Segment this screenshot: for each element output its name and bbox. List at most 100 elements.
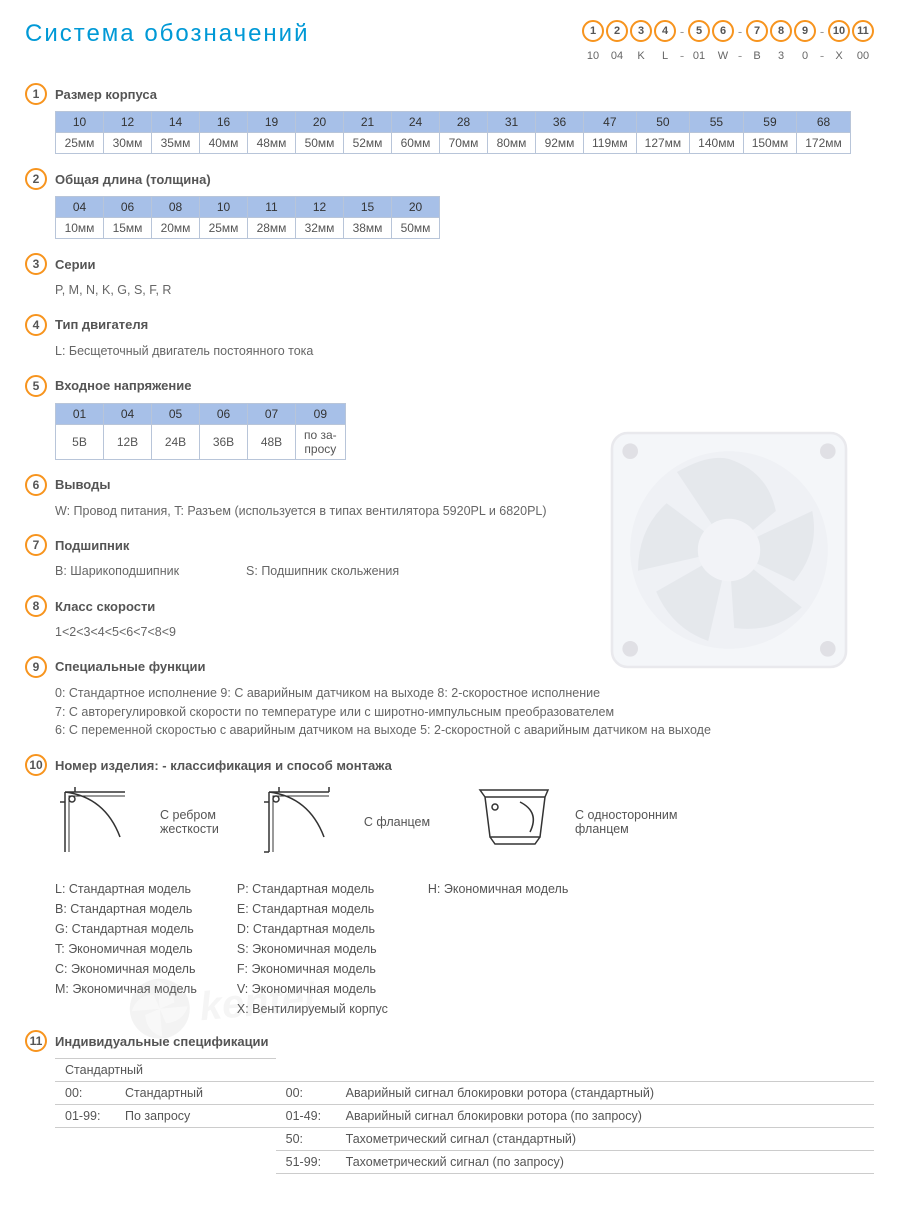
table-header-cell: 21 [344, 112, 392, 133]
mount-code-item: S: Экономичная модель [237, 942, 388, 956]
table-cell: 127мм [636, 133, 690, 154]
code-value: 10 [582, 50, 604, 62]
section-title: Специальные функции [55, 659, 206, 674]
section-number: 3 [25, 253, 47, 275]
table-header-cell: 68 [797, 112, 851, 133]
code-position-circle: 10 [828, 20, 850, 42]
table-header-cell: 04 [104, 403, 152, 424]
section-number: 8 [25, 595, 47, 617]
spec-text: Стандартный [115, 1082, 276, 1105]
section-body: L: Бесщеточный двигатель постоянного ток… [55, 342, 874, 361]
section-4: 4Тип двигателя L: Бесщеточный двигатель … [25, 314, 874, 361]
section-number: 1 [25, 83, 47, 105]
table-cell: 5В [56, 424, 104, 459]
section-body: B: Шарикоподшипник S: Подшипник скольжен… [55, 562, 874, 581]
spec-text: Тахометрический сигнал (стандартный) [336, 1128, 874, 1151]
table-header-cell: 04 [56, 197, 104, 218]
table-header-cell: 20 [392, 197, 440, 218]
bearing-b: B: Шарикоподшипник [55, 564, 179, 578]
bearing-s: S: Подшипник скольжения [246, 564, 399, 578]
mount-label-3: С односторонним фланцем [575, 808, 677, 836]
table-cell: 38мм [344, 218, 392, 239]
table-header-cell: 47 [584, 112, 637, 133]
code-position-circle: 7 [746, 20, 768, 42]
code-position-circle: 4 [654, 20, 676, 42]
table-cell: 28мм [248, 218, 296, 239]
section-number: 11 [25, 1030, 47, 1052]
code-value: W [712, 50, 734, 62]
section-number: 9 [25, 656, 47, 678]
dash: - [678, 48, 686, 63]
mount-code-item: F: Экономичная модель [237, 962, 388, 976]
table-cell: 50мм [296, 133, 344, 154]
section-10: 10Номер изделия: - классификация и спосо… [25, 754, 874, 1016]
spec-code: 50: [276, 1128, 336, 1151]
table-header-cell: 09 [296, 403, 346, 424]
code-position-circle: 2 [606, 20, 628, 42]
table-cell: 15мм [104, 218, 152, 239]
code-position-circle: 6 [712, 20, 734, 42]
section-8: 8Класс скорости 1<2<3<4<5<6<7<8<9 [25, 595, 874, 642]
section-body: W: Провод питания, T: Разъем (использует… [55, 502, 874, 521]
section-number: 10 [25, 754, 47, 776]
section-6: 6Выводы W: Провод питания, T: Разъем (ис… [25, 474, 874, 521]
mount-code-item: D: Стандартная модель [237, 922, 388, 936]
code-position-circle: 11 [852, 20, 874, 42]
voltage-table: 0104050607095В12В24В36В48Впо за- просу [55, 403, 346, 460]
code-position-circle: 8 [770, 20, 792, 42]
section-9: 9Специальные функции 0: Стандартное испо… [25, 656, 874, 740]
mount-code-item: M: Экономичная модель [55, 982, 197, 996]
spec-table: Стандартный 00: Стандартный 00: Аварийны… [55, 1058, 874, 1174]
table-header-cell: 16 [200, 112, 248, 133]
mount-label-2: С фланцем [364, 815, 430, 829]
code-value: L [654, 50, 676, 62]
section-7: 7Подшипник B: Шарикоподшипник S: Подшипн… [25, 534, 874, 581]
section-title: Индивидуальные спецификации [55, 1034, 269, 1049]
mount-col-2: P: Стандартная модельE: Стандартная моде… [237, 882, 388, 1016]
spec-code: 01-99: [55, 1105, 115, 1128]
table-header-cell: 20 [296, 112, 344, 133]
mounting-codes-row: L: Стандартная модельB: Стандартная моде… [55, 882, 874, 1016]
spec-code: 00: [55, 1082, 115, 1105]
code-legend: 1234-56-789-1011 1004KL-01W-B30-X00 [582, 20, 874, 63]
table-header-cell: 05 [152, 403, 200, 424]
table-cell: 80мм [488, 133, 536, 154]
table-cell: 172мм [797, 133, 851, 154]
table-header-cell: 31 [488, 112, 536, 133]
table-cell: 92мм [536, 133, 584, 154]
table-header-cell: 06 [200, 403, 248, 424]
spec-text: Аварийный сигнал блокировки ротора (по з… [336, 1105, 874, 1128]
code-value: 3 [770, 50, 792, 62]
table-cell: 20мм [152, 218, 200, 239]
section-title: Входное напряжение [55, 378, 191, 393]
section-1: 1Размер корпуса 101214161920212428313647… [25, 83, 874, 154]
section-body: 1<2<3<4<5<6<7<8<9 [55, 623, 874, 642]
table-cell: 25мм [56, 133, 104, 154]
mount-code-item: E: Стандартная модель [237, 902, 388, 916]
section-title: Общая длина (толщина) [55, 172, 211, 187]
func-line-3: 6: С переменной скоростью с аварийным да… [55, 721, 874, 740]
table-cell: 52мм [344, 133, 392, 154]
dash: - [818, 24, 826, 39]
code-position-circle: 3 [630, 20, 652, 42]
section-5: 5Входное напряжение 0104050607095В12В24В… [25, 375, 874, 460]
table-header-cell: 12 [296, 197, 344, 218]
section-title: Серии [55, 257, 96, 272]
table-header-cell: 28 [440, 112, 488, 133]
table-header-cell: 36 [536, 112, 584, 133]
table-cell: 32мм [296, 218, 344, 239]
section-title: Размер корпуса [55, 87, 157, 102]
section-number: 7 [25, 534, 47, 556]
table-cell: 24В [152, 424, 200, 459]
table-header-cell: 06 [104, 197, 152, 218]
mount-col-3: H: Экономичная модель [428, 882, 568, 1016]
table-cell: 140мм [690, 133, 744, 154]
table-cell: 36В [200, 424, 248, 459]
section-number: 5 [25, 375, 47, 397]
spec-code: 01-49: [276, 1105, 336, 1128]
spec-code: 51-99: [276, 1151, 336, 1174]
spec-header: Стандартный [55, 1059, 276, 1082]
dash: - [818, 48, 826, 63]
section-number: 2 [25, 168, 47, 190]
mount-code-item: V: Экономичная модель [237, 982, 388, 996]
